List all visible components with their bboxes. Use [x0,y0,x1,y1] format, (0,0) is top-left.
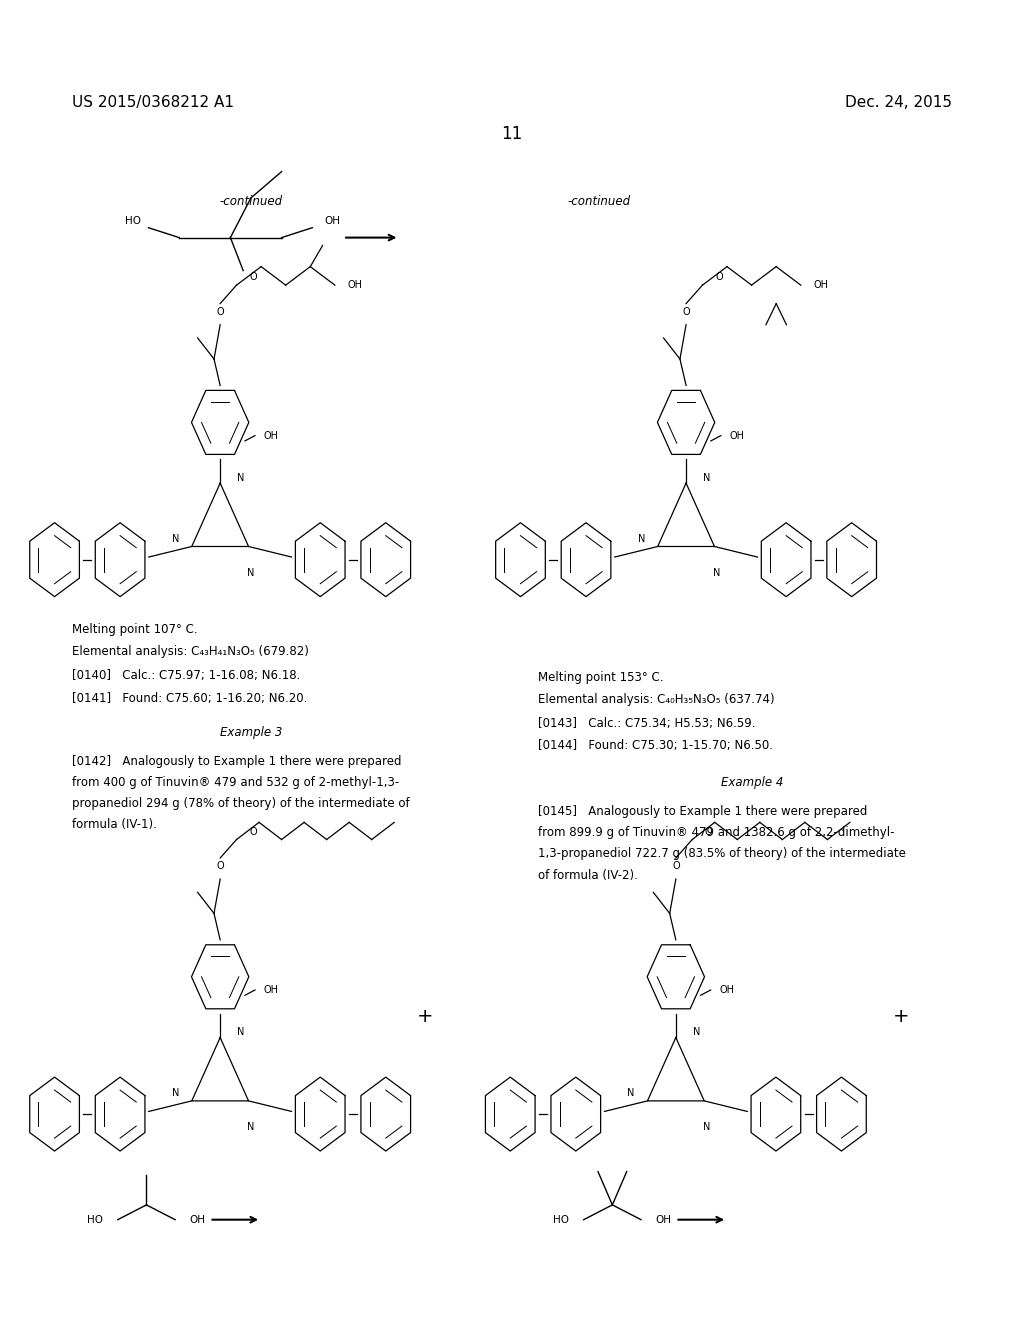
Text: -continued: -continued [219,195,283,209]
Text: O: O [249,272,257,282]
Text: [0145]   Analogously to Example 1 there were prepared: [0145] Analogously to Example 1 there we… [538,805,867,818]
Text: [0141]   Found: C75.60; 1-16.20; N6.20.: [0141] Found: C75.60; 1-16.20; N6.20. [72,692,307,705]
Text: O: O [216,306,224,317]
Text: +: + [417,1007,433,1026]
Text: Elemental analysis: C₄₃H₄₁N₃O₅ (679.82): Elemental analysis: C₄₃H₄₁N₃O₅ (679.82) [72,645,308,659]
Text: N: N [638,533,645,544]
Text: +: + [893,1007,909,1026]
Text: O: O [715,272,723,282]
Text: N: N [172,533,179,544]
Text: OH: OH [730,430,744,441]
Text: of formula (IV-2).: of formula (IV-2). [538,869,638,882]
Text: HO: HO [125,216,141,226]
Text: O: O [672,861,680,871]
Text: [0140]   Calc.: C75.97; 1-16.08; N6.18.: [0140] Calc.: C75.97; 1-16.08; N6.18. [72,669,300,682]
Text: OH: OH [655,1214,672,1225]
Text: N: N [692,1027,700,1038]
Text: N: N [702,473,711,483]
Text: from 899.9 g of Tinuvin® 479 and 1382.6 g of 2,2-dimethyl-: from 899.9 g of Tinuvin® 479 and 1382.6 … [538,826,894,840]
Text: N: N [247,1122,254,1133]
Text: 11: 11 [502,125,522,144]
Text: Melting point 107° C.: Melting point 107° C. [72,623,198,636]
Text: [0143]   Calc.: C75.34; H5.53; N6.59.: [0143] Calc.: C75.34; H5.53; N6.59. [538,717,755,730]
Text: Example 3: Example 3 [220,726,282,739]
Text: OH: OH [264,430,279,441]
Text: HO: HO [553,1214,569,1225]
Text: OH: OH [720,985,734,995]
Text: OH: OH [325,216,341,226]
Text: O: O [682,306,690,317]
Text: [0144]   Found: C75.30; 1-15.70; N6.50.: [0144] Found: C75.30; 1-15.70; N6.50. [538,739,772,752]
Text: N: N [628,1088,635,1098]
Text: formula (IV-1).: formula (IV-1). [72,818,157,832]
Text: N: N [713,568,720,578]
Text: N: N [247,568,254,578]
Text: HO: HO [87,1214,103,1225]
Text: N: N [172,1088,179,1098]
Text: -continued: -continued [567,195,631,209]
Text: 1,3-propanediol 722.7 g (83.5% of theory) of the intermediate: 1,3-propanediol 722.7 g (83.5% of theory… [538,847,905,861]
Text: Elemental analysis: C₄₀H₃₅N₃O₅ (637.74): Elemental analysis: C₄₀H₃₅N₃O₅ (637.74) [538,693,774,706]
Text: Example 4: Example 4 [722,776,783,789]
Text: OH: OH [814,280,828,290]
Text: O: O [705,826,713,837]
Text: O: O [216,861,224,871]
Text: from 400 g of Tinuvin® 479 and 532 g of 2-methyl-1,3-: from 400 g of Tinuvin® 479 and 532 g of … [72,776,399,789]
Text: OH: OH [348,280,362,290]
Text: Dec. 24, 2015: Dec. 24, 2015 [846,95,952,110]
Text: N: N [702,1122,710,1133]
Text: N: N [237,473,245,483]
Text: OH: OH [189,1214,206,1225]
Text: [0142]   Analogously to Example 1 there were prepared: [0142] Analogously to Example 1 there we… [72,755,401,768]
Text: OH: OH [264,985,279,995]
Text: O: O [249,826,257,837]
Text: propanediol 294 g (78% of theory) of the intermediate of: propanediol 294 g (78% of theory) of the… [72,797,410,810]
Text: Melting point 153° C.: Melting point 153° C. [538,671,664,684]
Text: US 2015/0368212 A1: US 2015/0368212 A1 [72,95,233,110]
Text: N: N [237,1027,245,1038]
